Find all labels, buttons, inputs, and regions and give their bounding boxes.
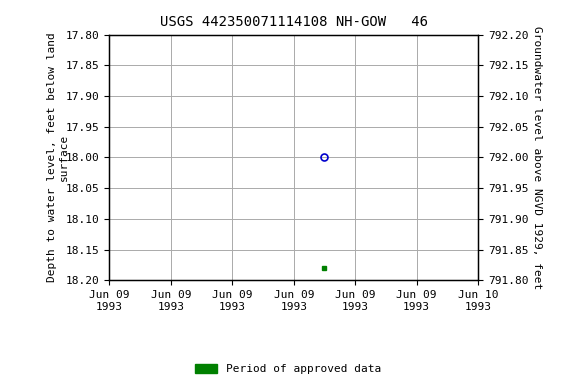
Title: USGS 442350071114108 NH-GOW   46: USGS 442350071114108 NH-GOW 46 xyxy=(160,15,428,29)
Legend: Period of approved data: Period of approved data xyxy=(191,359,385,379)
Y-axis label: Groundwater level above NGVD 1929, feet: Groundwater level above NGVD 1929, feet xyxy=(532,26,541,289)
Y-axis label: Depth to water level, feet below land
surface: Depth to water level, feet below land su… xyxy=(47,33,69,282)
